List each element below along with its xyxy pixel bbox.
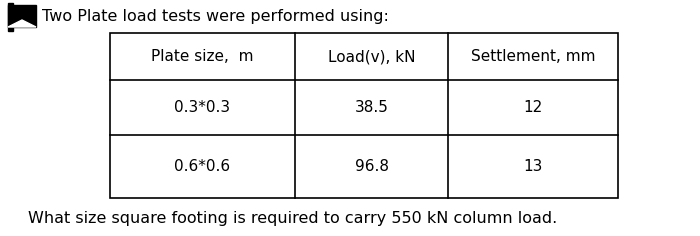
Text: 38.5: 38.5 [355,100,388,115]
Bar [110,33,618,198]
Bar [8,5,36,27]
Text: 13: 13 [524,159,542,174]
Text: 0.6*0.6: 0.6*0.6 [174,159,230,174]
Text: 96.8: 96.8 [354,159,388,174]
Bar [8,3,13,31]
Text: Load(v), kN: Load(v), kN [328,49,415,64]
Text: Two Plate load tests were performed using:: Two Plate load tests were performed usin… [42,8,389,24]
Polygon shape [8,20,36,27]
Text: 12: 12 [524,100,542,115]
Text: What size square footing is required to carry 550 kN column load.: What size square footing is required to … [28,211,557,226]
Text: 0.3*0.3: 0.3*0.3 [174,100,230,115]
Text: Plate size,  m: Plate size, m [151,49,253,64]
Text: Settlement, mm: Settlement, mm [470,49,595,64]
